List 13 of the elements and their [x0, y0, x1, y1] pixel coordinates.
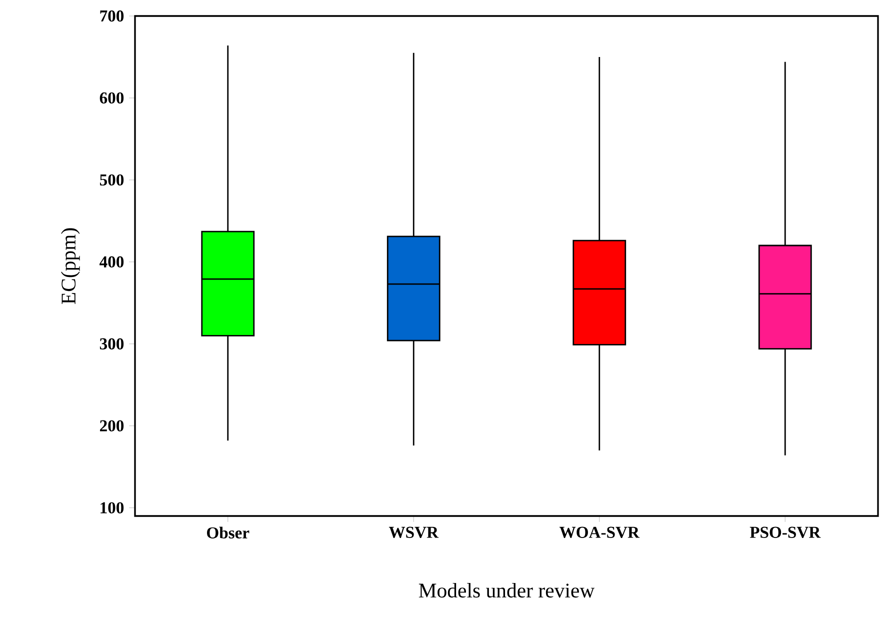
x-tick-label: WOA-SVR [559, 526, 640, 538]
x-tick-label: WSVR [388, 526, 439, 538]
y-tick-label: 700 [100, 10, 124, 22]
y-tick-label: 600 [100, 92, 124, 104]
y-tick-label: 400 [100, 256, 124, 268]
y-tick-label: 100 [100, 502, 124, 514]
y-tick-label: 300 [100, 338, 124, 350]
y-tick-label: 200 [100, 420, 124, 432]
x-tick-label: PSO-SVR [750, 526, 821, 538]
x-tick-label: Obser [207, 526, 250, 538]
x-axis-title: Models under review [418, 582, 595, 598]
y-axis-title: EC(ppm) [60, 228, 80, 304]
y-tick-label: 500 [100, 174, 124, 186]
